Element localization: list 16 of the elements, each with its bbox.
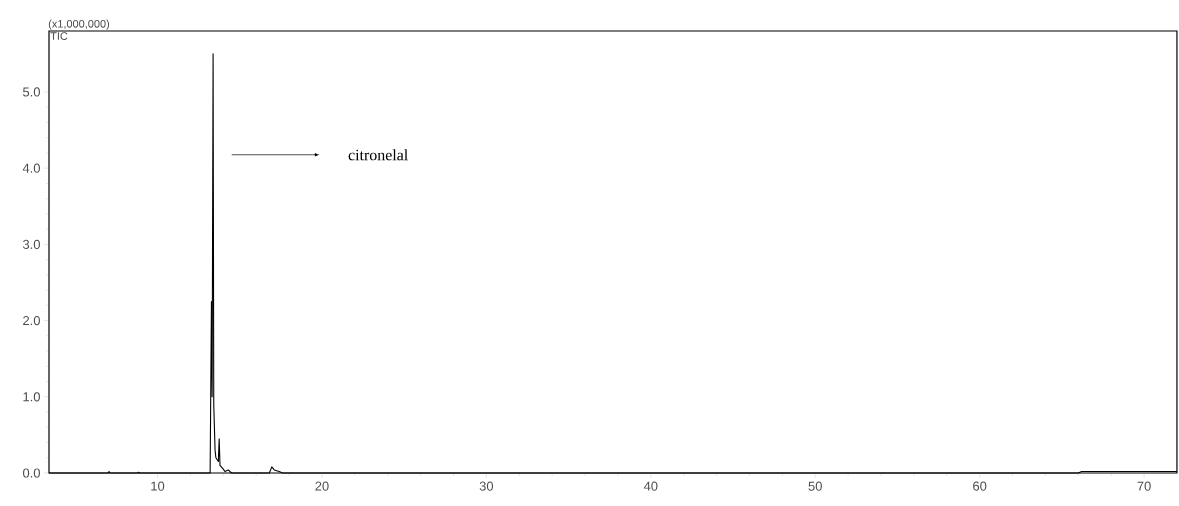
text: TIC	[50, 32, 68, 40]
y-tick-label: 4.0	[22, 163, 40, 173]
x-tick-label: 10	[151, 481, 165, 491]
x-tick-label: 40	[643, 481, 658, 491]
y-tick-label: 5.0	[22, 87, 40, 97]
x-tick-label: 30	[479, 481, 494, 491]
y-axis-title: (x1,000,000)	[48, 19, 110, 30]
y-tick-label: 3.0	[22, 239, 40, 249]
y-tick-label: 0.0	[22, 468, 40, 478]
y-tick-label: 1.0	[23, 392, 40, 402]
y-tick-label: 2.0	[23, 316, 40, 326]
x-tick-label: 70	[1137, 481, 1151, 491]
x-tick-label: 20	[315, 481, 329, 491]
annotation: citronelal	[348, 149, 408, 161]
x-tick-label: 50	[808, 481, 822, 491]
x-tick-label: 60	[973, 481, 987, 491]
